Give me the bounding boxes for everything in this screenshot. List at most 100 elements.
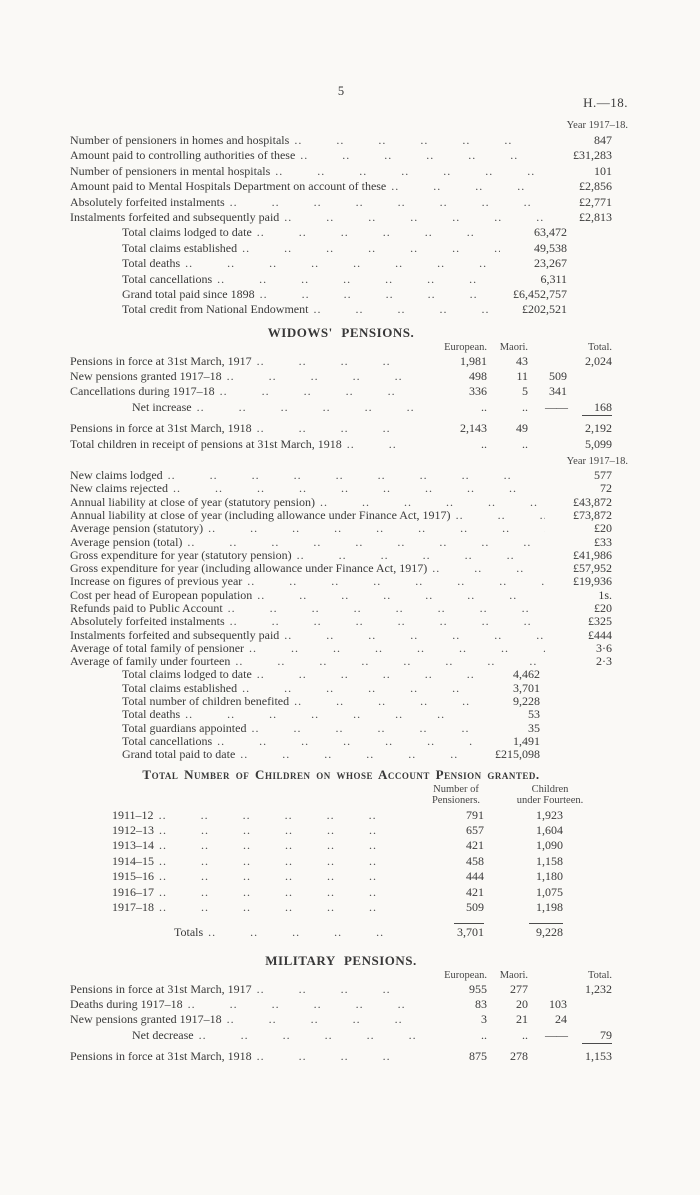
col-header-total: Total. <box>587 969 612 981</box>
cell-european: 3 <box>481 1012 487 1027</box>
rule-cell <box>484 913 563 928</box>
stat-value: 72 <box>600 481 612 496</box>
stat-value: 3·6 <box>596 640 612 655</box>
table-row: 1912–13 657 1,604 <box>112 823 612 838</box>
dot-leader <box>185 256 500 271</box>
cell-children: 1,604 <box>536 822 563 837</box>
dot-leader <box>294 133 545 148</box>
stat-value: £73,872 <box>573 507 612 522</box>
dot-leader <box>217 272 500 287</box>
dot-leader <box>188 997 420 1012</box>
stat-line: Instalments forfeited and subsequently p… <box>70 210 612 225</box>
row-label: Pensions in force at 31st March, 1918 <box>70 421 252 436</box>
cell-total: 5,099 <box>585 436 612 451</box>
dot-leader <box>432 562 545 575</box>
col-header-maori: Maori. <box>499 341 528 353</box>
stat-label: Grand total paid to date <box>122 747 236 762</box>
table-row: Pensions in force at 31st March, 1917 955… <box>70 982 612 997</box>
dot-leader <box>173 482 545 495</box>
stat-line: Number of pensioners in homes and hospit… <box>70 133 612 148</box>
stat-value: 9,228 <box>513 694 540 709</box>
stat-value: £6,452,757 <box>513 286 567 301</box>
cell-subtotal: 103 <box>549 997 567 1012</box>
section-title: MILITARY PENSIONS. <box>265 952 417 968</box>
rule-bar <box>582 1043 612 1049</box>
stat-label: Increase on figures of previous year <box>70 574 243 589</box>
stat-value: £2,813 <box>579 209 612 224</box>
dot-leader <box>251 722 473 735</box>
dot-leader <box>275 164 545 179</box>
table-row: Pensions in force at 31st March, 1918 2,1… <box>70 421 612 436</box>
stat-line: Average of total family of pensioner 3·6 <box>70 640 612 655</box>
col-header-pensioners: Number of Pensioners. <box>426 784 486 806</box>
dot-leader <box>159 869 409 884</box>
table-row: 1915–16 444 1,180 <box>112 869 612 884</box>
cell-european: 498 <box>469 369 487 384</box>
cell-maori: 278 <box>510 1049 528 1064</box>
cell-european: 336 <box>469 384 487 399</box>
dot-leader <box>257 982 420 997</box>
dot-leader <box>313 302 500 317</box>
row-label: Pensions in force at 31st March, 1917 <box>70 353 252 368</box>
stat-line: New claims rejected 72 <box>70 481 612 496</box>
stat-line: Average of family under fourteen 2·3 <box>70 654 612 669</box>
stat-line: Total claims established 3,701 <box>122 680 540 695</box>
row-label: Total children in receipt of pensions at… <box>70 436 342 451</box>
section-title: WIDOWS' PENSIONS. <box>267 324 415 340</box>
table-row: Pensions in force at 31st March, 1917 1,9… <box>70 354 612 369</box>
stat-value: £31,283 <box>573 148 612 163</box>
table-row: 1917–18 509 1,198 <box>112 900 612 915</box>
page-number: 5 <box>337 84 345 98</box>
dot-leader <box>257 1049 420 1064</box>
col-header-line: Number of <box>433 783 479 795</box>
stat-line: Absolutely forfeited instalments £2,771 <box>70 195 612 210</box>
section-title: Total Number of Children on whose Accoun… <box>142 766 540 782</box>
cell-maori: 5 <box>522 384 528 399</box>
cell-pensioners: 657 <box>466 822 484 837</box>
table-row: New pensions granted 1917–18 498 11 509 <box>70 369 612 384</box>
cell-pensioners: 444 <box>466 869 484 884</box>
cell-european: 83 <box>475 997 487 1012</box>
stat-label: Total cancellations <box>122 271 213 286</box>
dot-leader <box>297 549 545 562</box>
col-header-line: Pensioners. <box>431 794 481 806</box>
cell-european: .. <box>481 1027 487 1042</box>
stat-value: 577 <box>594 468 612 483</box>
stat-label: Annual liability at close of year (statu… <box>70 494 315 509</box>
dot-leader <box>187 536 545 549</box>
stat-value: £2,771 <box>579 194 612 209</box>
dot-leader <box>159 808 409 823</box>
stat-value: 2·3 <box>596 654 612 669</box>
stat-label: Refunds paid to Public Account <box>70 601 223 615</box>
table-row: 1911–12 791 1,923 <box>112 808 612 823</box>
page-header: 5 H.—18. <box>70 84 628 110</box>
stat-line: New claims lodged 577 <box>70 468 612 483</box>
table-row: Cancellations during 1917–18 336 5 341 <box>70 384 612 399</box>
year-cell: 1912–13 <box>112 822 154 837</box>
dot-leader <box>208 925 409 940</box>
cell-maori: 11 <box>516 369 528 384</box>
cell-pensioners: 791 <box>466 807 484 822</box>
dot-leader <box>199 1028 420 1043</box>
widows-pensions-section: WIDOWS' PENSIONS. European. Maori. Total… <box>70 325 612 452</box>
year-cell: 1916–17 <box>112 884 154 899</box>
stat-value: £215,098 <box>495 747 540 762</box>
stat-line: Average pension (total) £33 <box>70 535 612 549</box>
dot-leader <box>249 642 545 655</box>
stat-line: Total guardians appointed 35 <box>122 721 540 735</box>
stat-line: Total claims lodged to date 63,472 <box>122 225 567 240</box>
col-header-european: European. <box>444 969 487 981</box>
cell-subtotal: 24 <box>555 1012 567 1027</box>
dot-leader <box>159 823 409 838</box>
cell-maori: 277 <box>510 981 528 996</box>
cell-maori: 43 <box>516 353 528 368</box>
cell-subtotal: —— <box>545 399 568 414</box>
column-header-row: European. Maori. Total. <box>70 969 612 982</box>
stat-value: £2,856 <box>579 179 612 194</box>
stat-label: Total claims established <box>122 680 238 695</box>
stat-line: Total credit from National Endowment £202… <box>122 302 567 317</box>
cell-maori: .. <box>522 1027 528 1042</box>
dot-leader <box>391 179 545 194</box>
cell-children: 1,923 <box>536 807 563 822</box>
